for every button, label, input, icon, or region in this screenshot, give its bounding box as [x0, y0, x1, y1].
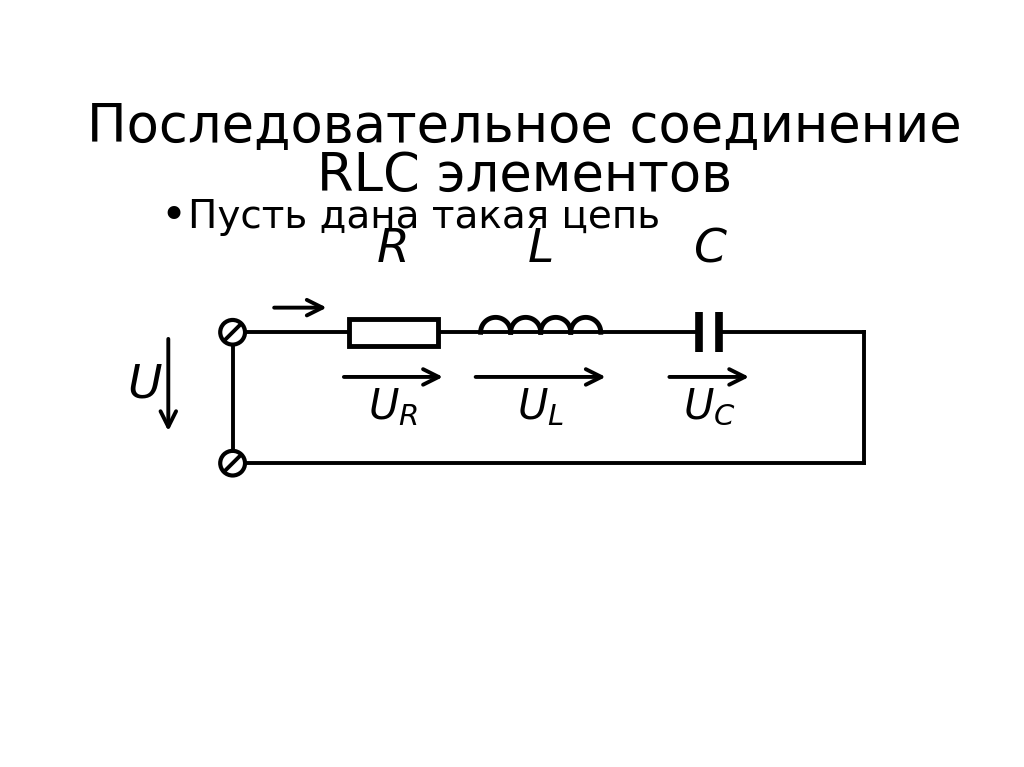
Bar: [349, 319, 438, 346]
Text: $U_C$: $U_C$: [683, 386, 735, 428]
Text: R: R: [377, 227, 410, 272]
Text: RLC элементов: RLC элементов: [317, 150, 732, 202]
Text: •: •: [161, 196, 186, 239]
Text: Последовательное соединение: Последовательное соединение: [87, 101, 963, 153]
Text: $U_R$: $U_R$: [369, 386, 419, 428]
Text: U: U: [128, 363, 163, 407]
Text: C: C: [693, 227, 726, 272]
Text: L: L: [527, 227, 554, 272]
Text: Пусть дана такая цепь: Пусть дана такая цепь: [188, 198, 660, 235]
Text: $U_L$: $U_L$: [517, 386, 564, 428]
